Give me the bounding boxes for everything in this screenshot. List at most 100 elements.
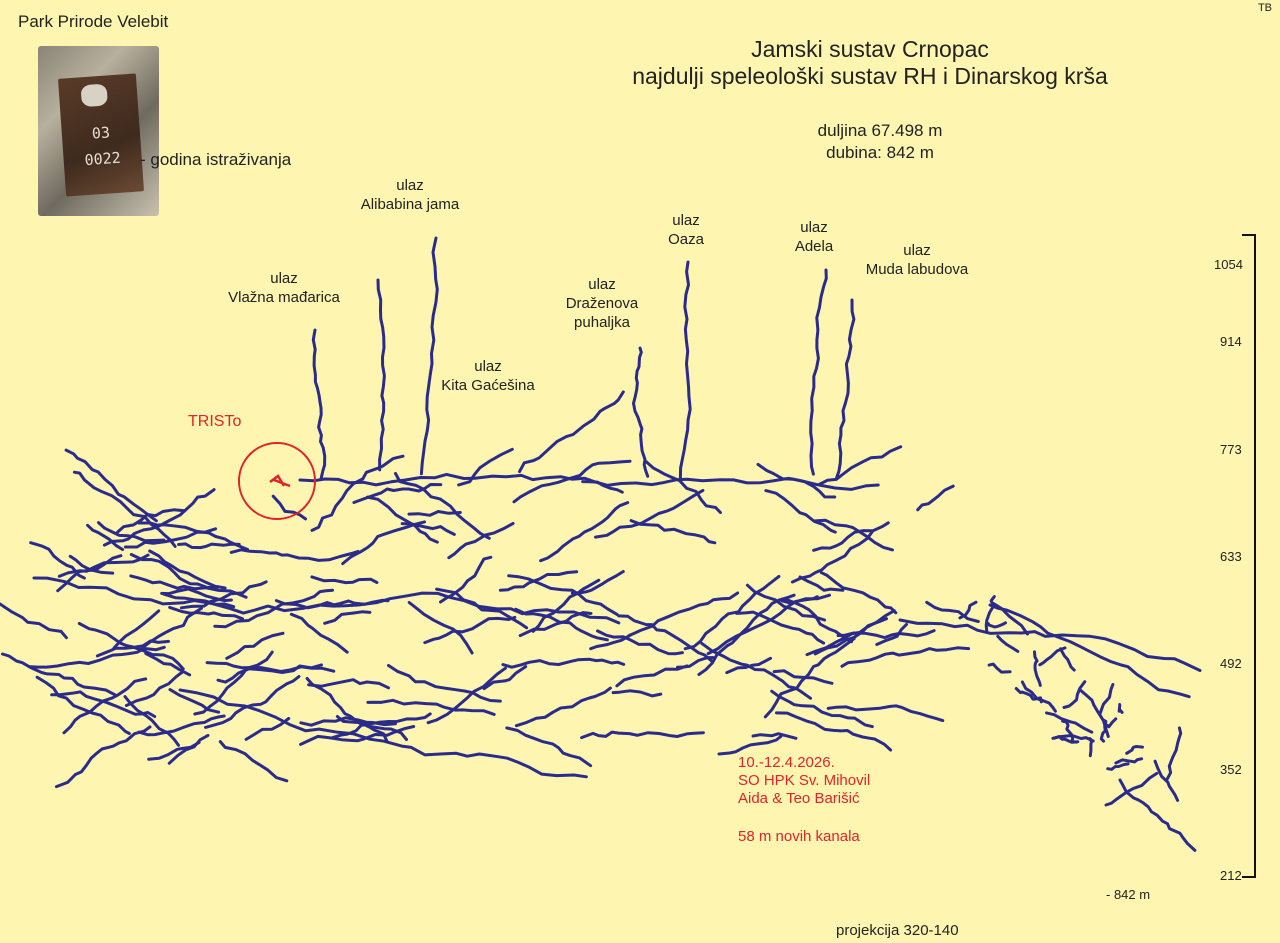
- cave-passage: [580, 730, 705, 740]
- cave-passage: [457, 447, 514, 487]
- cave-passage: [1077, 687, 1110, 738]
- cave-passage: [129, 574, 248, 599]
- cave-stats: duljina 67.498 m dubina: 842 m: [740, 120, 1020, 164]
- cave-passage: [683, 574, 781, 651]
- cave-passage: [178, 688, 588, 779]
- cave-passage: [988, 603, 1191, 699]
- cave-passage: [925, 600, 980, 623]
- cave-passage: [644, 460, 722, 514]
- scale-label: 492: [1220, 656, 1242, 671]
- entrance-prefix: ulaz: [903, 242, 931, 259]
- cave-passage: [697, 593, 796, 676]
- cave-passage: [996, 634, 1020, 653]
- cave-passage: [589, 633, 633, 651]
- cave-passage: [426, 666, 507, 725]
- cave-passage: [144, 652, 192, 677]
- scale-label: 212: [1220, 868, 1242, 883]
- cave-passage: [229, 548, 360, 562]
- cave-passage: [213, 588, 334, 629]
- cave-passage: [112, 609, 161, 650]
- cave-passage: [167, 733, 210, 765]
- entrance-prefix: ulaz: [396, 177, 424, 194]
- cave-passage: [116, 508, 187, 534]
- cave-passage: [244, 717, 291, 741]
- cave-passage: [205, 661, 336, 673]
- cave-passage: [514, 607, 609, 642]
- cave-passage: [439, 555, 493, 604]
- cave-passage: [1153, 759, 1180, 802]
- scale-tick-bottom: [1242, 876, 1256, 878]
- cave-passage: [35, 675, 131, 735]
- cave-passage: [1, 652, 118, 697]
- cave-passage: [756, 462, 837, 499]
- cave-passage: [735, 610, 826, 645]
- cave-passage: [102, 488, 216, 547]
- cave-passage: [32, 576, 621, 625]
- scale-label: 914: [1220, 334, 1242, 349]
- cave-passage: [826, 704, 945, 723]
- cave-passage: [1106, 762, 1130, 771]
- cave-passage: [407, 601, 474, 655]
- cave-passage: [780, 593, 831, 605]
- cave-passage: [1117, 703, 1124, 714]
- cave-passage: [54, 725, 152, 789]
- cave-passage: [1114, 757, 1144, 765]
- cave-passage: [813, 617, 888, 656]
- cave-passage: [193, 650, 274, 716]
- photo-caption: - godina istraživanja: [140, 150, 292, 169]
- cave-passage: [836, 629, 936, 640]
- cave-passage: [790, 530, 874, 584]
- cave-passage: [271, 494, 307, 521]
- cave-passages: [0, 236, 1202, 852]
- cave-passage: [1104, 771, 1159, 807]
- cave-passage: [501, 657, 626, 669]
- expedition-info: 10.-12.4.2026. SO HPK Sv. Mihovil Aida &…: [738, 754, 870, 808]
- cave-passage: [177, 542, 241, 550]
- title-line-2: najdulji speleološki sustav RH i Dinarsk…: [632, 63, 1108, 89]
- cave-passage: [518, 611, 593, 638]
- cave-passage: [984, 595, 996, 634]
- entrance-prefix: ulaz: [588, 276, 616, 293]
- corner-tag: TB: [1257, 2, 1272, 14]
- cave-passage: [840, 646, 971, 668]
- cave-passage: [168, 688, 221, 714]
- cave-passage: [72, 470, 177, 548]
- cave-passage: [1062, 680, 1087, 709]
- cave-passage: [1052, 735, 1080, 744]
- cave-passage: [958, 600, 978, 620]
- cave-passage: [775, 711, 893, 752]
- cave-passage: [512, 459, 632, 504]
- cave-passage: [505, 726, 593, 768]
- cave-passage: [531, 578, 601, 633]
- entrance-name: Muda labudova: [865, 261, 969, 278]
- cave-passage: [311, 328, 327, 481]
- park-name: Park Prirode Velebit: [18, 12, 169, 31]
- scale-label: 773: [1220, 442, 1242, 457]
- cave-passage: [817, 445, 903, 487]
- cave-passage: [539, 501, 630, 563]
- entrance-name: Vlažna mađarica: [228, 289, 340, 306]
- tristo-label: TRISTo: [188, 413, 242, 430]
- entrance-oaza: ulaz Oaza: [646, 211, 726, 249]
- entrance-muda: ulaz Muda labudova: [850, 241, 984, 279]
- cave-passage: [162, 592, 236, 609]
- map-title: Jamski sustav Crnopac najdulji speleološ…: [560, 36, 1180, 90]
- depth-label: - 842 m: [1106, 887, 1151, 902]
- cave-passage: [628, 591, 740, 637]
- cave-passage: [570, 570, 625, 595]
- cave-passage: [745, 583, 827, 622]
- cave-passage: [678, 260, 692, 480]
- tristo-passage: [269, 474, 291, 488]
- cave-passage: [986, 621, 1007, 629]
- cave-passage: [1125, 745, 1144, 755]
- cave-passage: [676, 656, 716, 669]
- cave-passage: [1059, 647, 1076, 672]
- cave-passage: [394, 472, 491, 540]
- cave-passage: [1038, 646, 1067, 667]
- cave-passage: [1033, 650, 1042, 687]
- tristo-circle: [238, 442, 316, 520]
- cave-length: duljina 67.498 m: [817, 121, 943, 140]
- cave-passage: [387, 664, 502, 703]
- cave-passage: [1088, 737, 1093, 758]
- cave-passage: [341, 520, 426, 566]
